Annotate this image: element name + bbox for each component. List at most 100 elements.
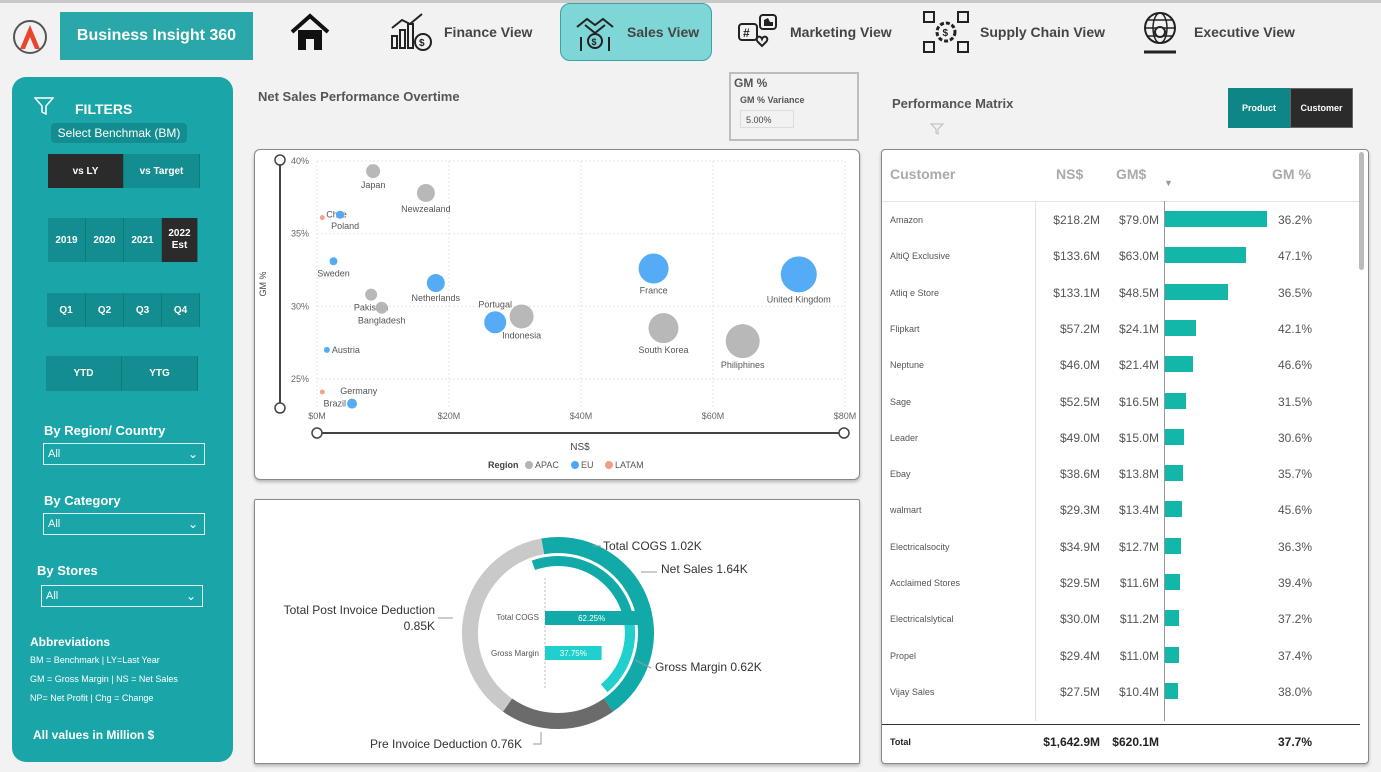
supply-chain-gear-icon: $ — [923, 11, 969, 53]
inner-bar-value: 62.25% — [578, 614, 605, 623]
year-2021[interactable]: 2021 — [124, 218, 162, 262]
scatter-point — [329, 257, 338, 266]
scrollbar-thumb[interactable] — [1359, 152, 1364, 270]
x-tick-label: $20M — [438, 411, 461, 421]
scatter-point — [509, 304, 534, 329]
customer-name: Flipkart — [890, 323, 920, 334]
scatter-card: $0M $20M $40M $60M $80M 25% 30% 35% 40% GM % NS$ Re… — [254, 149, 860, 480]
home-button[interactable] — [288, 3, 332, 61]
point-label: France — [640, 286, 668, 296]
nav-sales-view[interactable]: $ Sales View — [560, 3, 713, 61]
svg-text:#: # — [743, 26, 750, 40]
year-2019[interactable]: 2019 — [48, 218, 86, 262]
table-row[interactable]: walmart $29.3M $13.4M 45.6% — [882, 492, 1360, 528]
category-dropdown[interactable]: All ⌄ — [43, 513, 205, 535]
scatter-point — [725, 324, 760, 359]
period-ytg[interactable]: YTG — [122, 356, 198, 391]
inner-bar-value: 37.75% — [560, 649, 587, 658]
scatter-chart: $0M $20M $40M $60M $80M 25% 30% 35% 40% GM % NS$ Re… — [258, 154, 856, 470]
year-2020[interactable]: 2020 — [86, 218, 124, 262]
abbr-line: GM = Gross Margin | NS = Net Sales — [30, 674, 178, 684]
bar-axis — [1164, 201, 1165, 721]
quarter-q3[interactable]: Q3 — [124, 293, 162, 327]
bm-vs-target[interactable]: vs Target — [124, 154, 200, 188]
y-tick-label: 40% — [291, 156, 309, 166]
period-selector: YTD YTG — [46, 356, 198, 391]
y-slider-handle — [274, 402, 286, 414]
gm-value: $11.6M — [1119, 576, 1159, 590]
scatter-point — [365, 288, 378, 301]
point-label: Poland — [331, 221, 359, 231]
nav-finance-view[interactable]: $ Finance View — [388, 3, 532, 61]
nav-supply-chain-view[interactable]: $ Supply Chain View — [922, 3, 1105, 61]
period-ytd[interactable]: YTD — [46, 356, 122, 391]
legend-entry: EU — [581, 460, 594, 470]
y-tick-label: 35% — [291, 229, 309, 239]
toggle-product[interactable]: Product — [1228, 88, 1290, 128]
gm-variance-input[interactable]: 5.00% — [740, 110, 794, 128]
gm-value: $63.0M — [1118, 249, 1159, 264]
ns-value: $27.5M — [1059, 684, 1100, 699]
arc-post-invoice-deduction — [462, 538, 545, 712]
table-row[interactable]: Acclaimed Stores $29.5M $11.6M 39.4% — [882, 565, 1360, 601]
header-divider — [882, 201, 1360, 202]
gm-bar — [1165, 319, 1197, 336]
table-row[interactable]: Amazon $218.2M $79.0M 36.2% — [882, 202, 1360, 238]
table-row[interactable]: Sage $52.5M $16.5M 31.5% — [882, 384, 1360, 420]
ns-value: $49.0M — [1059, 430, 1100, 445]
label-post-invoice: Total Post Invoice Deduction — [284, 603, 435, 617]
filters-title: FILTERS — [75, 101, 133, 117]
total-divider — [882, 724, 1360, 725]
quarter-q1[interactable]: Q1 — [47, 293, 86, 327]
nav-marketing-view[interactable]: # Marketing View — [736, 3, 892, 61]
toggle-customer[interactable]: Customer — [1290, 88, 1353, 128]
gm-value: $24.1M — [1118, 321, 1159, 336]
table-row[interactable]: Electricalslytical $30.0M $11.2M 37.2% — [882, 601, 1360, 637]
gm-pct-value: 30.6% — [1277, 430, 1312, 445]
table-row[interactable]: Ebay $38.6M $13.8M 35.7% — [882, 456, 1360, 492]
quarter-q2[interactable]: Q2 — [86, 293, 124, 327]
nav-marketing-label: Marketing View — [790, 24, 892, 40]
gm-pct-value: 36.2% — [1277, 213, 1312, 227]
inner-bar-cogs — [545, 611, 639, 625]
gm-value: $12.7M — [1118, 539, 1159, 554]
top-divider — [0, 0, 1381, 3]
nav-supply-chain-label: Supply Chain View — [980, 24, 1105, 40]
quarter-q4[interactable]: Q4 — [162, 293, 200, 327]
table-row[interactable]: Neptune $46.0M $21.4M 46.6% — [882, 347, 1360, 383]
year-2022-est[interactable]: 2022 Est — [162, 218, 198, 262]
point-label: Bangladesh — [358, 316, 406, 326]
nav-executive-view[interactable]: Executive View — [1136, 3, 1295, 61]
label-total-cogs: Total COGS 1.02K — [603, 539, 702, 553]
ns-value: $57.2M — [1059, 321, 1100, 336]
table-row[interactable]: Propel $29.4M $11.0M 37.4% — [882, 638, 1360, 674]
region-dropdown[interactable]: All ⌄ — [43, 443, 205, 465]
table-row[interactable]: Electricalsocity $34.9M $12.7M 36.3% — [882, 529, 1360, 565]
col-ns[interactable]: NS$ — [1056, 166, 1084, 182]
sort-desc-icon[interactable]: ▼ — [1164, 178, 1173, 188]
donut-chart: Total COGS 62.25% Gross Margin 37.75% Total … — [284, 537, 762, 751]
table-row[interactable]: Flipkart $57.2M $24.1M 42.1% — [882, 311, 1360, 347]
table-row[interactable]: Vijay Sales $27.5M $10.4M 38.0% — [882, 674, 1360, 710]
col-customer[interactable]: Customer — [890, 166, 956, 182]
table-row[interactable]: Leader $49.0M $15.0M 30.6% — [882, 420, 1360, 456]
stores-dropdown[interactable]: All ⌄ — [41, 585, 203, 607]
point-label: Newzealand — [401, 204, 451, 214]
nav-sales-label: Sales View — [627, 24, 700, 40]
gm-pct-value: 35.7% — [1277, 467, 1312, 482]
col-gm-pct[interactable]: GM % — [1272, 166, 1311, 182]
arc-gross-margin — [600, 622, 635, 692]
col-gm[interactable]: GM$ — [1116, 166, 1147, 182]
gm-bar — [1165, 465, 1183, 482]
table-row[interactable]: Atliq e Store $133.1M $48.5M 36.5% — [882, 275, 1360, 311]
inner-bar-gm — [545, 646, 602, 660]
customer-name: Sage — [890, 396, 912, 407]
executive-globe-icon — [1144, 12, 1176, 54]
gm-value: $21.4M — [1118, 358, 1159, 373]
bm-vs-ly[interactable]: vs LY — [48, 154, 124, 188]
label-net-sales: Net Sales 1.64K — [661, 562, 748, 576]
stores-label: By Stores — [37, 563, 98, 578]
table-row[interactable]: AltiQ Exclusive $133.6M $63.0M 47.1% — [882, 238, 1360, 274]
gm-value: $16.5M — [1118, 394, 1159, 409]
gm-pct-value: 36.5% — [1277, 285, 1312, 300]
